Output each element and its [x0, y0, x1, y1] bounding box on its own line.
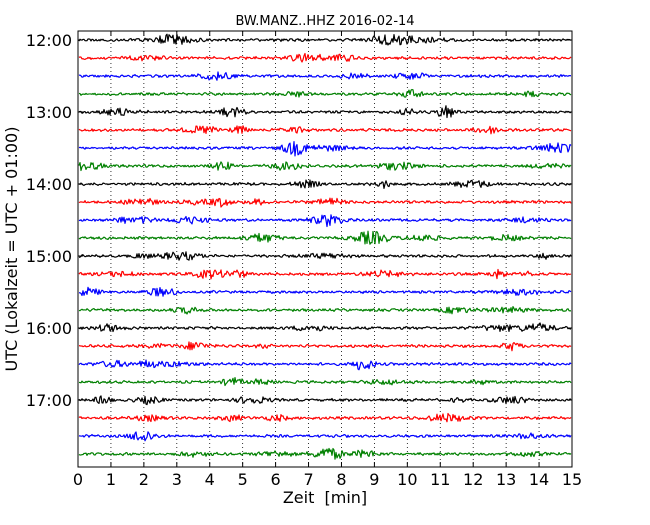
x-tick-label: 3 — [172, 470, 182, 489]
x-tick-label: 11 — [430, 470, 450, 489]
seismic-trace — [78, 322, 572, 333]
x-tick-label: 10 — [397, 470, 417, 489]
plot-frame — [77, 30, 573, 468]
seismic-trace — [78, 306, 572, 315]
x-tick-label: 6 — [271, 470, 281, 489]
traces — [78, 33, 572, 460]
y-tick-label: 13:00 — [26, 103, 72, 122]
seismic-trace — [78, 395, 572, 406]
x-axis-label: Zeit [min] — [283, 488, 367, 507]
seismic-trace — [78, 412, 572, 423]
seismic-trace — [78, 71, 572, 81]
seismic-trace — [78, 268, 572, 280]
seismic-trace — [78, 447, 572, 460]
x-tick-label: 1 — [106, 470, 116, 489]
seismic-trace — [78, 197, 572, 208]
seismic-trace — [78, 161, 572, 172]
chart-title: BW.MANZ..HHZ 2016-02-14 — [235, 14, 414, 29]
y-axis-label: UTC (Lokalzeit = UTC + 01:00) — [2, 127, 21, 372]
grid — [110, 31, 540, 467]
seismic-trace — [78, 341, 572, 352]
x-tick-label: 7 — [303, 470, 313, 489]
x-tick-label: 15 — [562, 470, 582, 489]
y-tick-label: 14:00 — [26, 175, 72, 194]
x-tick-label: 13 — [496, 470, 516, 489]
y-tick-label: 15:00 — [26, 247, 72, 266]
seismic-trace — [78, 286, 572, 297]
y-tick-label: 12:00 — [26, 31, 72, 50]
x-tick-label: 4 — [205, 470, 215, 489]
seismic-trace — [78, 251, 572, 261]
seismic-trace — [78, 214, 572, 228]
seismic-trace — [78, 431, 572, 442]
x-tick-label: 9 — [369, 470, 379, 489]
x-tick-label: 8 — [336, 470, 346, 489]
seismic-trace — [78, 141, 572, 157]
x-tick-label: 0 — [73, 470, 83, 489]
seismic-trace — [78, 230, 572, 245]
seismic-trace — [78, 179, 572, 189]
x-tick-label: 12 — [463, 470, 483, 489]
seismic-trace — [78, 105, 572, 119]
y-tick-label: 17:00 — [26, 391, 72, 410]
seismic-trace — [78, 359, 572, 371]
x-tick-label: 2 — [139, 470, 149, 489]
seismic-trace — [78, 125, 572, 135]
x-tick-label: 14 — [529, 470, 549, 489]
x-tick-label: 5 — [238, 470, 248, 489]
seismic-trace — [78, 52, 572, 63]
y-tick-label: 16:00 — [26, 319, 72, 338]
ticks: 0 1 2 3 4 5 6 7 8 9 10 11 12 13 14 1512:0013:0014:0015:… — [26, 31, 582, 489]
seismic-trace — [78, 88, 572, 98]
seismic-trace — [78, 377, 572, 387]
seismic-trace — [78, 33, 572, 46]
